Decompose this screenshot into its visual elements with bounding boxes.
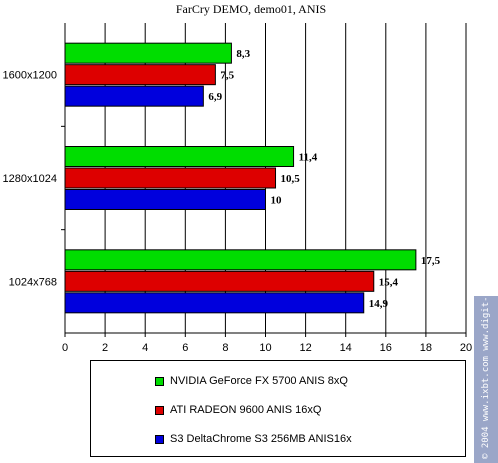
bar	[64, 189, 266, 210]
x-tick-label: 12	[299, 342, 311, 354]
legend-swatch-ati	[155, 405, 164, 415]
x-tick-label: 6	[182, 342, 188, 354]
x-tick-label: 10	[259, 342, 271, 354]
category-label: 1024x768	[9, 276, 57, 288]
data-label: 10,5	[281, 173, 301, 185]
x-tick-label: 14	[340, 342, 352, 354]
bar	[64, 167, 277, 189]
bar	[64, 249, 417, 271]
x-tick-label: 20	[460, 342, 472, 354]
bar	[64, 292, 365, 314]
bar	[64, 270, 375, 292]
bar	[64, 85, 204, 107]
data-label: 8,3	[236, 48, 250, 60]
x-tick-label: 16	[380, 342, 392, 354]
legend-label-s3: S3 DeltaChrome S3 256MB ANIS16x	[170, 433, 352, 445]
x-tick-label: 8	[222, 342, 228, 354]
legend-item-nvidia: NVIDIA GeForce FX 5700 ANIS 8xQ	[155, 375, 348, 387]
legend-swatch-nvidia	[155, 376, 164, 386]
data-label: 17,5	[421, 255, 441, 267]
x-tick-label: 0	[62, 342, 68, 354]
legend-label-nvidia: NVIDIA GeForce FX 5700 ANIS 8xQ	[170, 375, 348, 387]
category-label: 1600x1200	[3, 70, 57, 82]
x-tick-label: 4	[142, 342, 148, 354]
legend-swatch-s3	[155, 434, 164, 444]
legend-label-ati: ATI RADEON 9600 ANIS 16xQ	[170, 404, 322, 416]
legend-item-s3: S3 DeltaChrome S3 256MB ANIS16x	[155, 433, 352, 445]
data-label: 7,5	[220, 70, 234, 82]
chart-title: FarCry DEMO, demo01, ANIS	[176, 2, 326, 16]
x-tick-label: 18	[420, 342, 432, 354]
category-label: 1280x1024	[3, 173, 57, 185]
legend-item-ati: ATI RADEON 9600 ANIS 16xQ	[155, 404, 321, 416]
data-label: 14,9	[369, 298, 389, 310]
data-label: 15,4	[379, 276, 399, 288]
x-tick-label: 2	[102, 342, 108, 354]
data-label: 10	[271, 195, 283, 207]
data-label: 6,9	[208, 91, 222, 103]
legend: NVIDIA GeForce FX 5700 ANIS 8xQ ATI RADE…	[90, 360, 466, 457]
watermark-text: © 2004 www.ixbt.com www.digit-life.com	[481, 253, 491, 459]
watermark: © 2004 www.ixbt.com www.digit-life.com	[474, 253, 498, 463]
bar	[64, 64, 216, 86]
bar	[64, 146, 295, 167]
bar	[64, 42, 232, 64]
data-label: 11,4	[299, 152, 318, 164]
